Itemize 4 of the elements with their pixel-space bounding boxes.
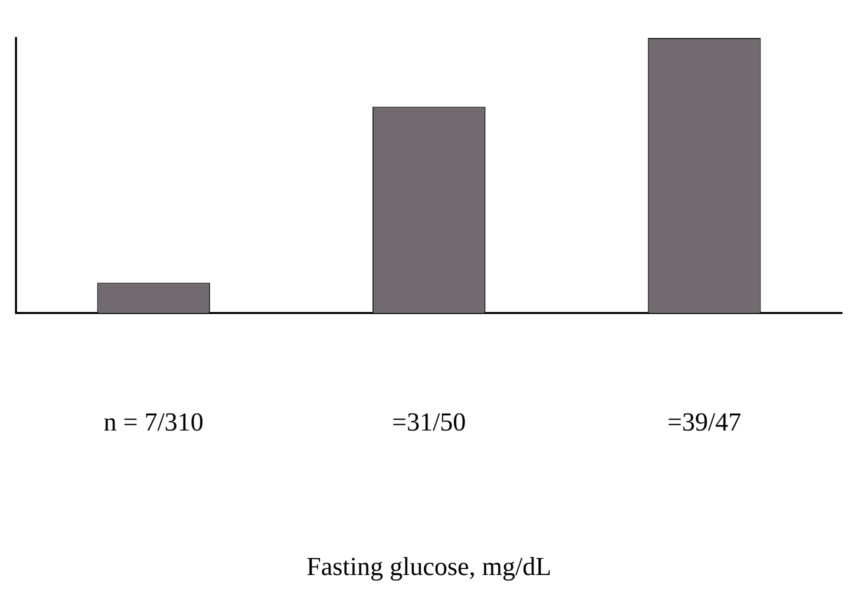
x-tick-label: =39/47 <box>667 407 742 436</box>
x-axis-title: Fasting glucose, mg/dL <box>306 552 552 582</box>
x-tick-label: =31/50 <box>392 407 466 436</box>
x-tick-label: n = 7/310 <box>104 407 204 436</box>
